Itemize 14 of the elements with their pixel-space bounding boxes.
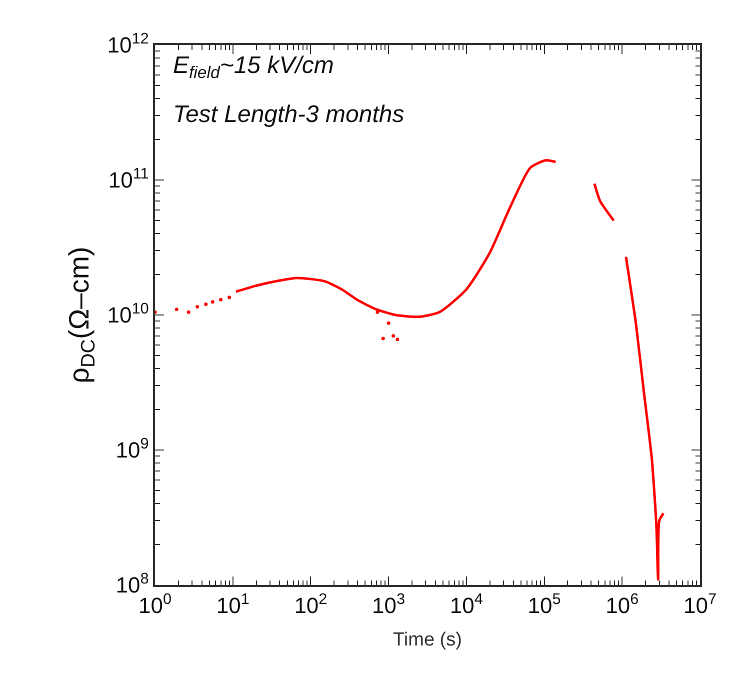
x-tick-label: 10$^{7}$ — [683, 590, 717, 618]
x-tick-label: 10$^{5}$ — [528, 590, 561, 618]
x-tick-label: 10$^{3}$ — [372, 590, 406, 618]
x-tick-label: 10$^{2}$ — [294, 590, 328, 618]
y-tick-label: 10$^{11}$ — [108, 165, 149, 193]
x-tick-label: 10$^{1}$ — [216, 590, 250, 618]
x-axis-title: Time (s) — [393, 629, 462, 650]
y-tick-label: 10$^{12}$ — [107, 30, 149, 58]
annotation: Test Length-3 months — [173, 101, 404, 128]
y-tick-label: 10$^{10}$ — [107, 300, 149, 328]
annotation: E$_{field}$~15 kV/cm — [173, 52, 334, 82]
x-tick-label: 10$^{4}$ — [450, 590, 484, 618]
x-tick-label: 10$^{6}$ — [606, 590, 639, 618]
y-tick-label: 10$^{9}$ — [116, 435, 149, 463]
